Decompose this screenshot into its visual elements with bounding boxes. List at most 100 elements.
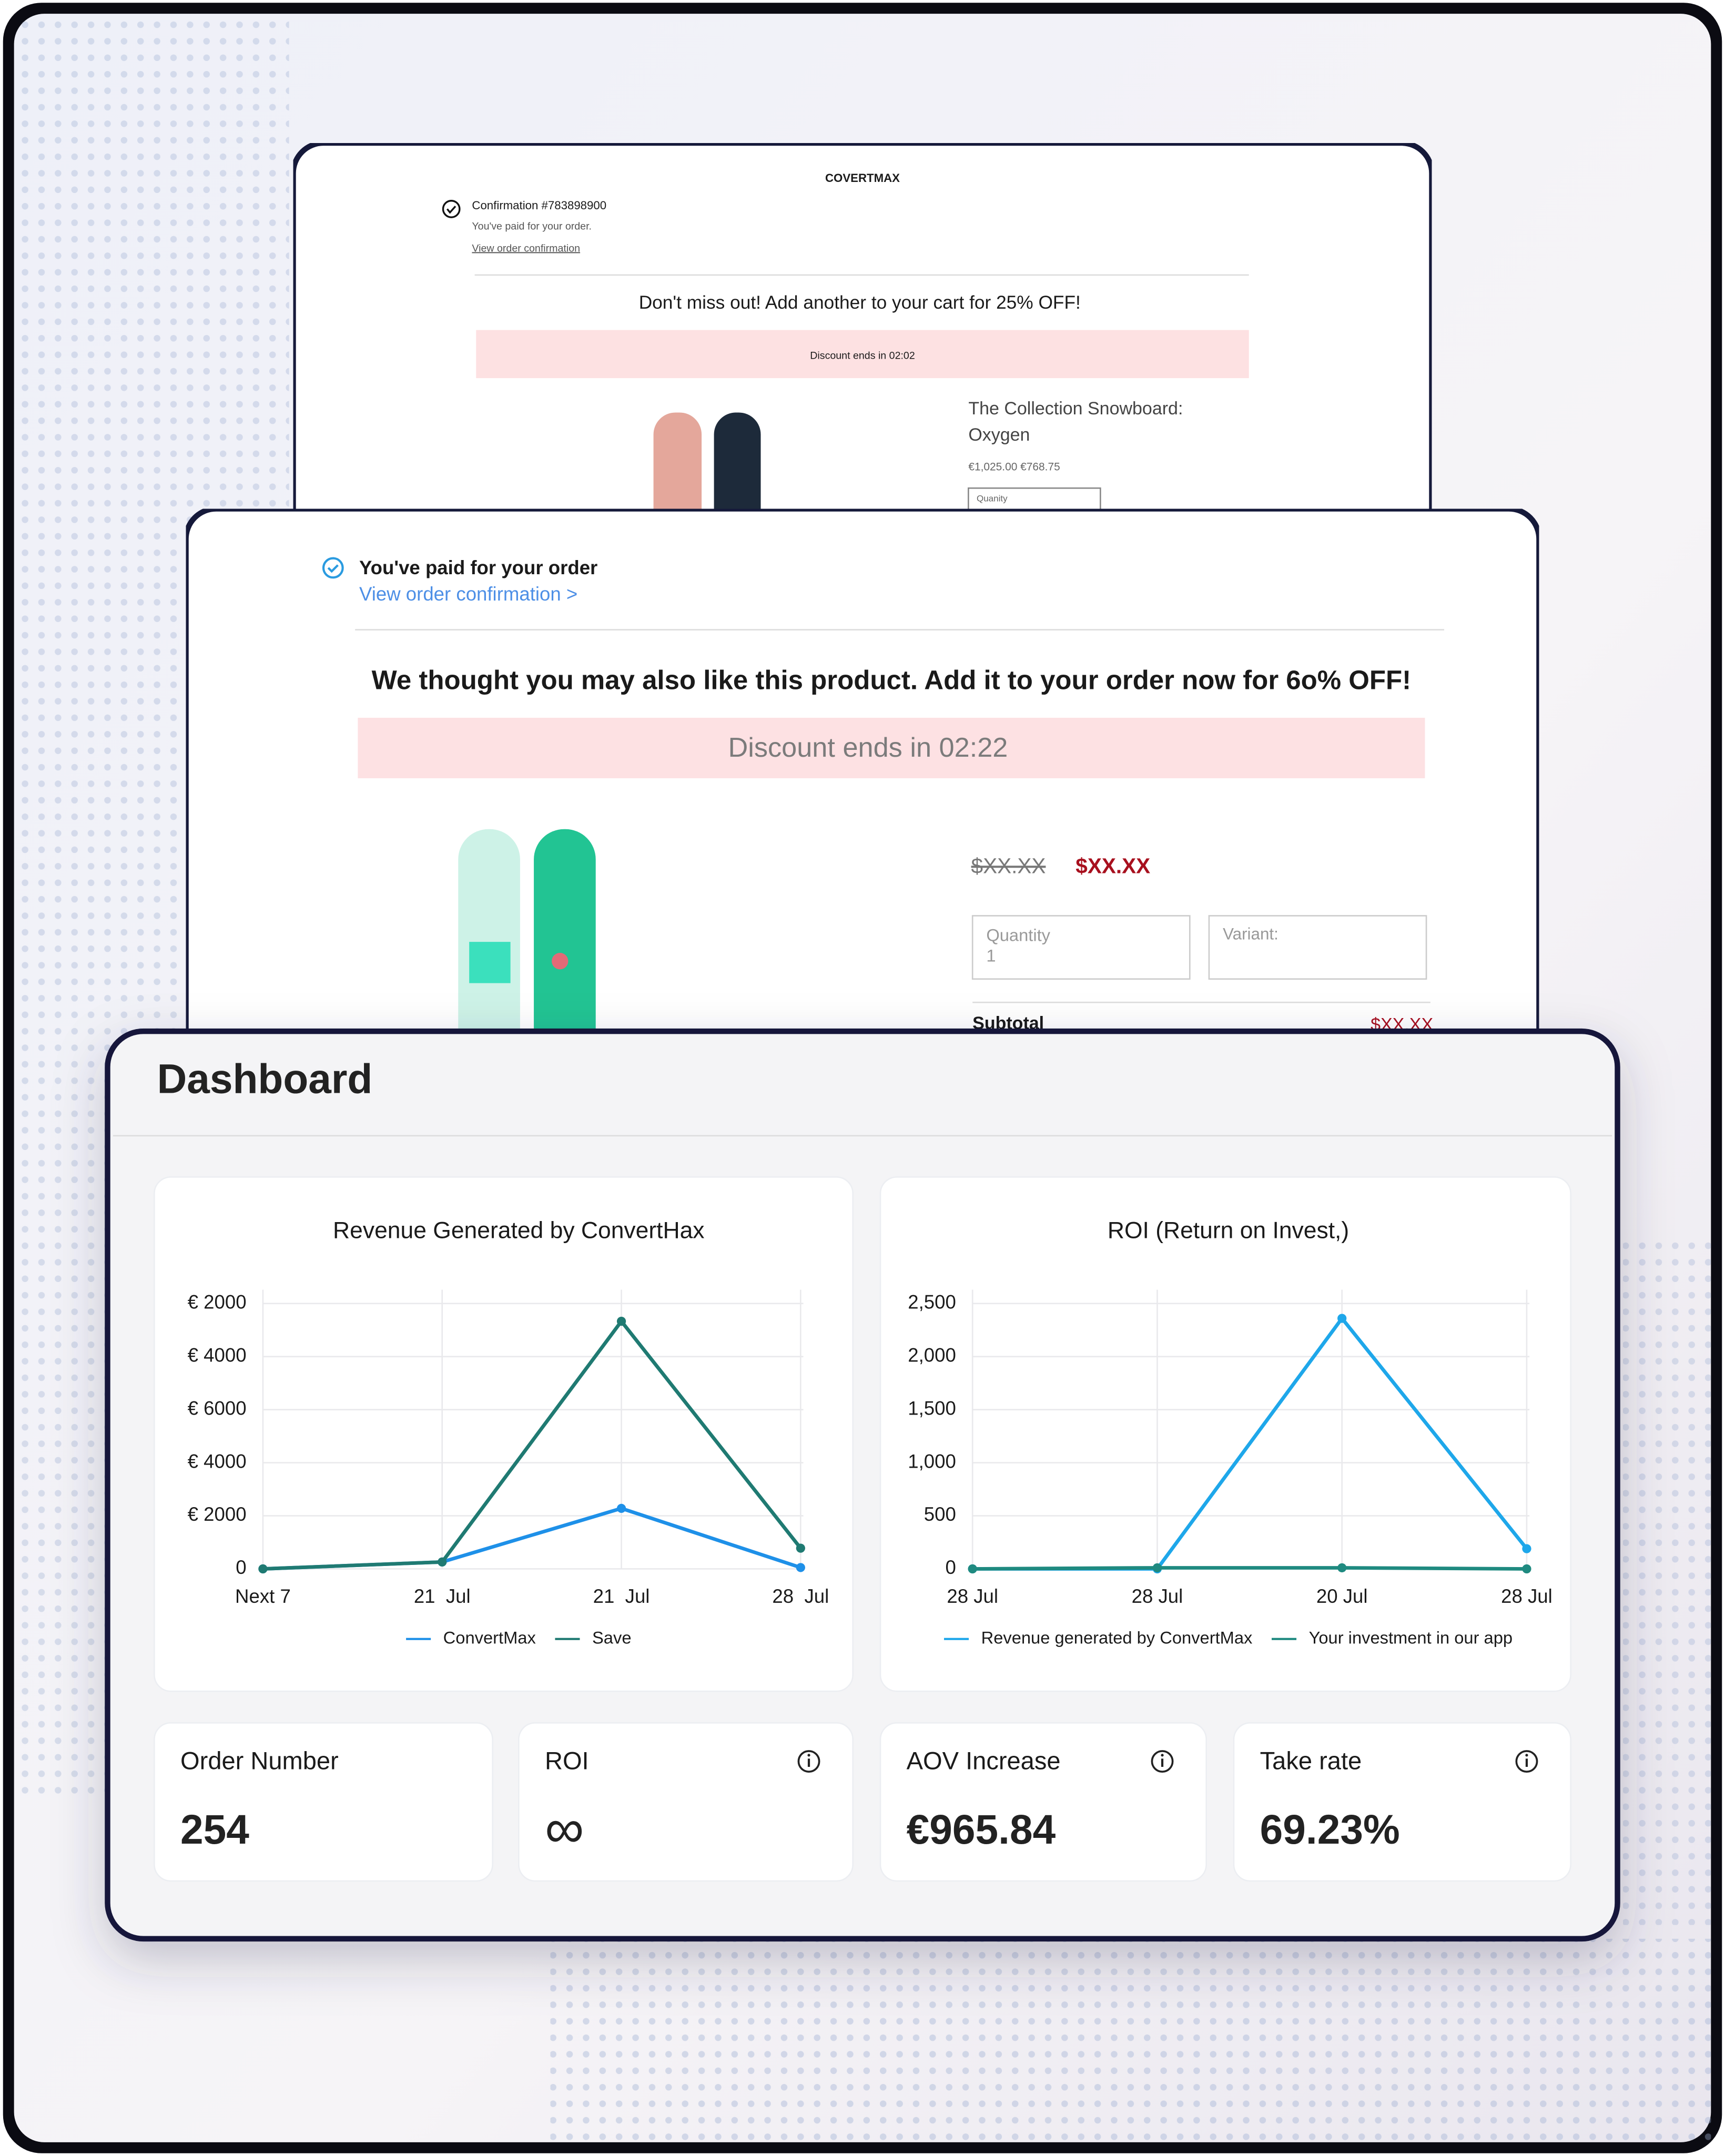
stat-value: €965.84 xyxy=(907,1806,1056,1853)
snowboard xyxy=(653,412,702,509)
stat-label: AOV Increase xyxy=(907,1747,1061,1775)
timer: Discount ends in 02:02 xyxy=(810,350,915,361)
point xyxy=(438,1557,447,1567)
stat-card: AOV Increase €965.84 xyxy=(879,1722,1208,1882)
paid-text: You've paid for your order. xyxy=(472,221,592,232)
dashboard-title: Dashboard xyxy=(157,1056,373,1102)
product-name: The Collection Snowboard: xyxy=(968,399,1183,419)
chart-card xyxy=(154,1176,854,1692)
point xyxy=(1337,1314,1347,1323)
card xyxy=(154,1722,493,1882)
quantity-label: Quanity xyxy=(977,494,1008,504)
legend-label: Save xyxy=(592,1628,631,1647)
paid-text: You've paid for your order xyxy=(359,557,597,578)
point xyxy=(1522,1544,1531,1553)
confirmation: Confirmation #783898900 xyxy=(472,199,606,212)
dashboard: Dashboard Revenue Generated by ConvertHa… xyxy=(105,1028,1620,1942)
product-name: Oxygen xyxy=(968,425,1030,445)
card xyxy=(1233,1722,1571,1882)
y-tick-label: € 6000 xyxy=(188,1397,247,1419)
y-tick-label: € 4000 xyxy=(188,1344,247,1366)
info-icon xyxy=(1161,1754,1164,1757)
y-tick-label: 500 xyxy=(924,1503,956,1525)
y-tick-label: 2,500 xyxy=(908,1291,956,1313)
check-icon xyxy=(447,206,456,214)
point xyxy=(796,1543,805,1553)
x-tick-label: 20 Jul xyxy=(1316,1585,1368,1607)
quantity-value: 1 xyxy=(986,946,996,965)
stat-value: ∞ xyxy=(545,1798,584,1859)
x-tick-label: 28 Jul xyxy=(1501,1585,1552,1607)
legend-item: Your investment in our app xyxy=(1272,1628,1513,1647)
subtotal-price: $XX.XX xyxy=(1371,1015,1433,1035)
card xyxy=(879,1722,1208,1882)
y-tick-label: 1,000 xyxy=(908,1450,956,1472)
legend-item: Revenue generated by ConvertMax xyxy=(943,1628,1252,1647)
timer-banner xyxy=(358,717,1425,778)
snowboard xyxy=(714,412,761,509)
screen-frame xyxy=(293,143,1432,509)
x-tick-label: Next 7 xyxy=(235,1585,291,1607)
y-tick-label: 1,500 xyxy=(908,1397,956,1419)
x-tick-label: 28 Jul xyxy=(947,1585,998,1607)
info-icon xyxy=(807,1754,810,1757)
y-tick-label: € 2000 xyxy=(188,1291,247,1313)
info-icon[interactable] xyxy=(797,1750,820,1773)
stat-label: Order Number xyxy=(180,1747,339,1775)
chart-title: Revenue Generated by ConvertHax xyxy=(333,1218,704,1244)
point xyxy=(1522,1564,1531,1574)
legend-label: Your investment in our app xyxy=(1309,1628,1513,1647)
quantity-input[interactable] xyxy=(971,915,1191,980)
point xyxy=(1152,1563,1162,1573)
link[interactable]: View order confirmation > xyxy=(359,583,577,605)
point xyxy=(616,1503,626,1513)
x-tick-label: 21 Jul xyxy=(414,1585,471,1607)
chart-title: ROI (Return on Invest,) xyxy=(1108,1218,1349,1244)
snowboard-pattern xyxy=(552,953,569,970)
line-series xyxy=(972,1566,1527,1571)
info-icon[interactable] xyxy=(1515,1750,1538,1773)
stat-value: 254 xyxy=(180,1806,249,1853)
snowboard xyxy=(534,829,596,1032)
x-tick-label: 28 Jul xyxy=(772,1585,829,1607)
card xyxy=(518,1722,854,1882)
point xyxy=(968,1564,977,1574)
old-price: $XX.XX xyxy=(971,854,1046,878)
point xyxy=(1337,1563,1347,1573)
legend-item: Save xyxy=(555,1628,632,1647)
point xyxy=(258,1564,268,1574)
variant-select[interactable] xyxy=(1208,915,1427,980)
line-series xyxy=(262,1318,803,1571)
price: $XX.XX xyxy=(1075,854,1150,878)
timer: Discount ends in 02:22 xyxy=(728,733,1008,763)
back-screen: COVERTMAX Confirmation #783898900 You've… xyxy=(293,143,1432,515)
dot-pattern xyxy=(1622,1237,1711,1925)
stat-label: Take rate xyxy=(1260,1747,1362,1775)
point xyxy=(796,1563,805,1572)
chart-card xyxy=(879,1176,1571,1692)
y-tick-label: € 4000 xyxy=(188,1450,247,1472)
y-tick-label: 0 xyxy=(945,1557,956,1578)
x-tick-label: 28 Jul xyxy=(1132,1585,1183,1607)
y-tick-label: 2,000 xyxy=(908,1344,956,1366)
timer-banner xyxy=(476,330,1249,379)
quantity-label: Quantity xyxy=(986,925,1050,944)
link[interactable]: View order confirmation xyxy=(472,242,580,254)
dot-pattern xyxy=(550,1938,1711,2142)
check-icon xyxy=(442,200,461,218)
stat-label: ROI xyxy=(545,1747,589,1775)
quantity-input[interactable] xyxy=(968,487,1101,515)
info-icon[interactable] xyxy=(1151,1750,1174,1773)
offer: We thought you may also like this produc… xyxy=(372,665,1412,695)
x-tick-label: 21 Jul xyxy=(593,1585,650,1607)
brand: COVERTMAX xyxy=(825,171,900,185)
check-icon xyxy=(327,564,339,573)
middle-screen: You've paid for your order View order co… xyxy=(186,509,1539,1035)
snowboard-pattern xyxy=(469,942,511,983)
point xyxy=(616,1317,626,1326)
offer: Don't miss out! Add another to your cart… xyxy=(639,292,1081,313)
y-tick-label: 0 xyxy=(236,1557,246,1578)
stat-value: 69.23% xyxy=(1260,1806,1400,1853)
